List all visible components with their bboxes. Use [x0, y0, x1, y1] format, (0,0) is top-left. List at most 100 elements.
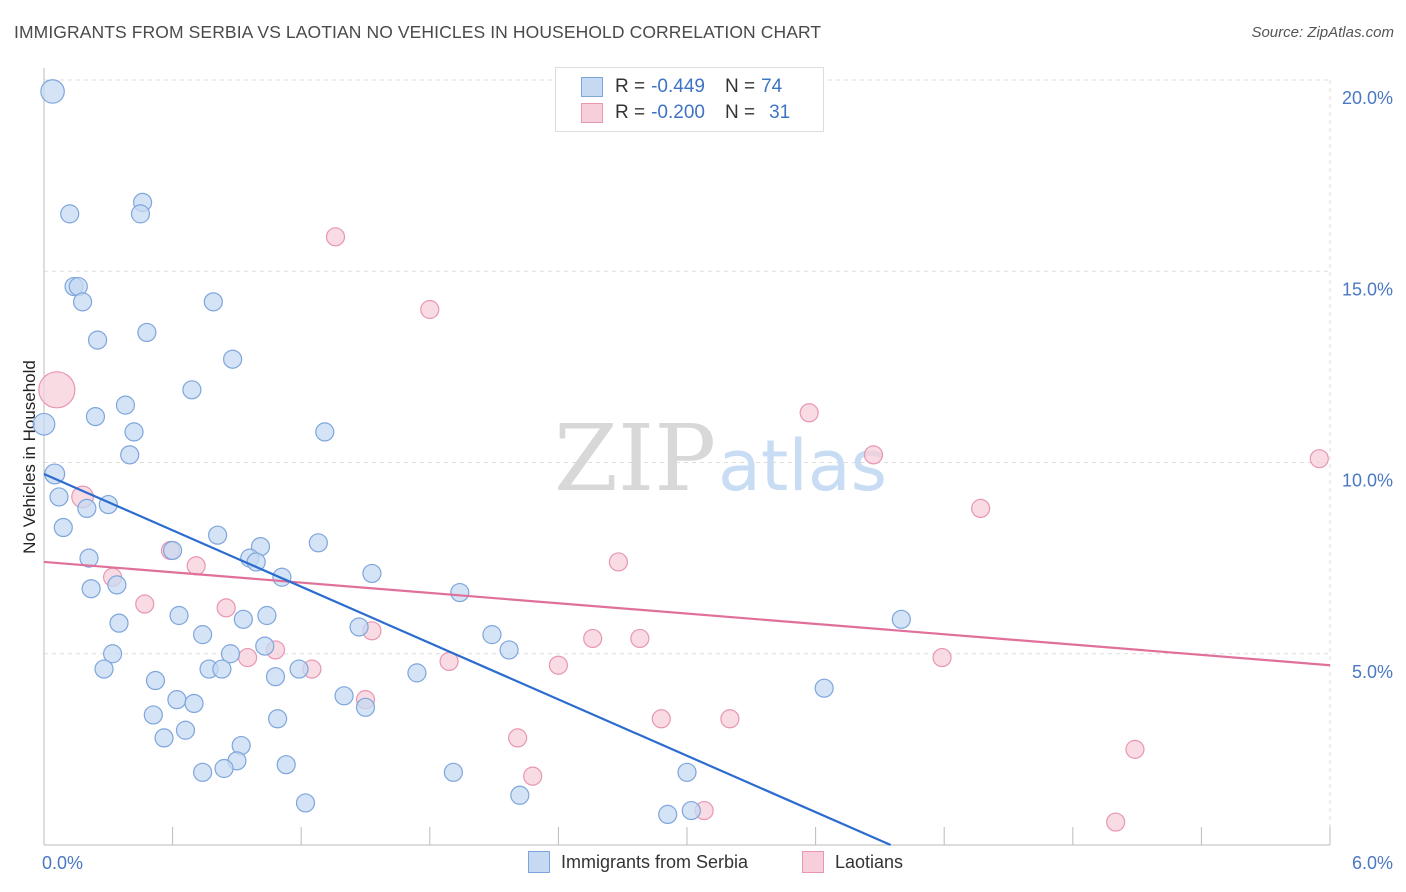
serbia-point-8: [87, 330, 108, 350]
serbia-point-0: [40, 79, 65, 104]
serbia-point-33: [81, 579, 101, 599]
laotians-point-4: [863, 445, 884, 465]
laotians-point-9: [186, 556, 206, 576]
watermark-atlas: atlas: [718, 425, 887, 507]
serbia-point-13: [85, 407, 106, 427]
serbia-point-38: [109, 613, 129, 633]
axes: [43, 68, 1331, 846]
laotians-point-24: [651, 709, 671, 729]
serbia-point-14: [32, 412, 56, 436]
serbia-point-11: [182, 380, 202, 400]
x-tick-labels: 0.0% 6.0%: [42, 853, 1393, 873]
bottom-legend-label-serbia: Immigrants from Serbia: [561, 851, 749, 872]
serbia-point-54: [814, 678, 834, 698]
serbia-point-29: [79, 548, 99, 568]
serbia-point-39: [193, 625, 213, 645]
correlation-legend: R = -0.449 N = 74 R = -0.200 N = 31: [555, 67, 824, 132]
serbia-point-60: [268, 709, 288, 729]
serbia-point-56: [167, 690, 187, 710]
serbia-point-42: [255, 636, 275, 656]
laotians-point-5: [1309, 449, 1329, 469]
laotians-point-19: [932, 647, 952, 668]
serbia-point-37: [257, 605, 277, 626]
series-laotians-points: [38, 227, 1329, 832]
legend-r-label-laotians: R =: [615, 102, 646, 123]
serbia-point-67: [193, 762, 213, 782]
bottom-legend-swatch-serbia: [528, 851, 550, 873]
serbia-point-20: [77, 498, 97, 518]
serbia-point-7: [203, 292, 223, 312]
legend-n-value-laotians: 31: [769, 102, 791, 123]
laotians-point-10: [608, 552, 629, 572]
serbia-point-15: [124, 422, 144, 442]
serbia-point-35: [169, 605, 189, 626]
serbia-point-28: [246, 552, 266, 572]
bottom-legend-laotians: Laotians: [802, 851, 903, 873]
serbia-point-55: [891, 609, 911, 629]
serbia-trend-line: [43, 472, 892, 847]
serbia-point-17: [120, 445, 140, 465]
laotians-trend-line: [43, 560, 1331, 667]
serbia-point-61: [175, 720, 196, 740]
bottom-legend-label-laotians: Laotians: [835, 851, 904, 872]
laotians-point-18: [238, 647, 258, 668]
laotians-point-28: [523, 766, 543, 786]
chart-title: IMMIGRANTS FROM SERBIA VS LAOTIAN NO VEH…: [14, 22, 822, 42]
serbia-point-26: [163, 540, 183, 561]
legend-n-label-serbia: N =: [724, 76, 756, 97]
serbia-point-31: [362, 563, 382, 584]
legend-r-value-laotians: -0.200: [651, 102, 705, 123]
laotians-point-25: [720, 709, 740, 729]
serbia-point-16: [315, 422, 335, 442]
serbia-point-72: [658, 804, 678, 825]
watermark-zip: ZIP: [554, 405, 716, 512]
serbia-point-41: [482, 625, 502, 645]
serbia-point-48: [212, 659, 232, 679]
serbia-point-40: [349, 617, 369, 637]
trend-lines: [43, 472, 1331, 847]
serbia-point-59: [355, 697, 376, 717]
serbia-point-46: [94, 659, 114, 679]
watermark: ZIP atlas: [554, 405, 887, 512]
legend-swatch-laotians: [581, 103, 603, 123]
serbia-point-52: [145, 670, 166, 691]
legend-row-laotians: R = -0.200 N = 31: [556, 99, 790, 127]
y-tick-label-2: 15.0%: [1342, 279, 1393, 299]
x-tick-label-1: 6.0%: [1352, 853, 1393, 873]
bottom-legend-serbia: Immigrants from Serbia: [528, 851, 748, 873]
series-serbia-points: [32, 79, 911, 825]
laotians-point-16: [630, 628, 650, 649]
serbia-point-12: [115, 395, 136, 415]
serbia-point-24: [308, 533, 328, 553]
serbia-point-34: [450, 582, 470, 603]
serbia-point-22: [53, 517, 73, 538]
y-tick-label-3: 20.0%: [1342, 88, 1393, 108]
serbia-point-9: [137, 322, 157, 343]
serbia-point-1: [60, 204, 80, 224]
chart-source: Source: ZipAtlas.com: [1251, 24, 1394, 41]
serbia-point-45: [499, 640, 519, 660]
laotians-point-12: [135, 594, 155, 614]
legend-r-value-serbia: -0.449: [651, 76, 705, 97]
serbia-point-65: [214, 758, 234, 779]
laotians-point-21: [548, 655, 569, 675]
laotians-point-27: [1125, 739, 1145, 759]
legend-row-serbia: R = -0.449 N = 74: [556, 73, 782, 101]
serbia-point-32: [107, 575, 127, 595]
y-tick-label-1: 10.0%: [1342, 471, 1393, 491]
x-tick-label-0: 0.0%: [42, 853, 83, 873]
legend-n-label-laotians: N =: [724, 102, 756, 123]
y-tick-labels: 5.0% 10.0% 15.0% 20.0%: [1342, 88, 1393, 682]
legend-r-label-serbia: R =: [615, 76, 646, 97]
laotians-point-1: [325, 227, 346, 247]
serbia-point-73: [681, 800, 701, 821]
serbia-point-44: [220, 644, 241, 664]
serbia-point-71: [510, 785, 530, 805]
serbia-point-10: [223, 349, 243, 369]
serbia-point-50: [265, 667, 286, 687]
serbia-point-23: [208, 525, 228, 545]
laotians-point-13: [216, 598, 236, 618]
laotians-point-15: [583, 628, 603, 649]
serbia-point-69: [677, 762, 697, 782]
